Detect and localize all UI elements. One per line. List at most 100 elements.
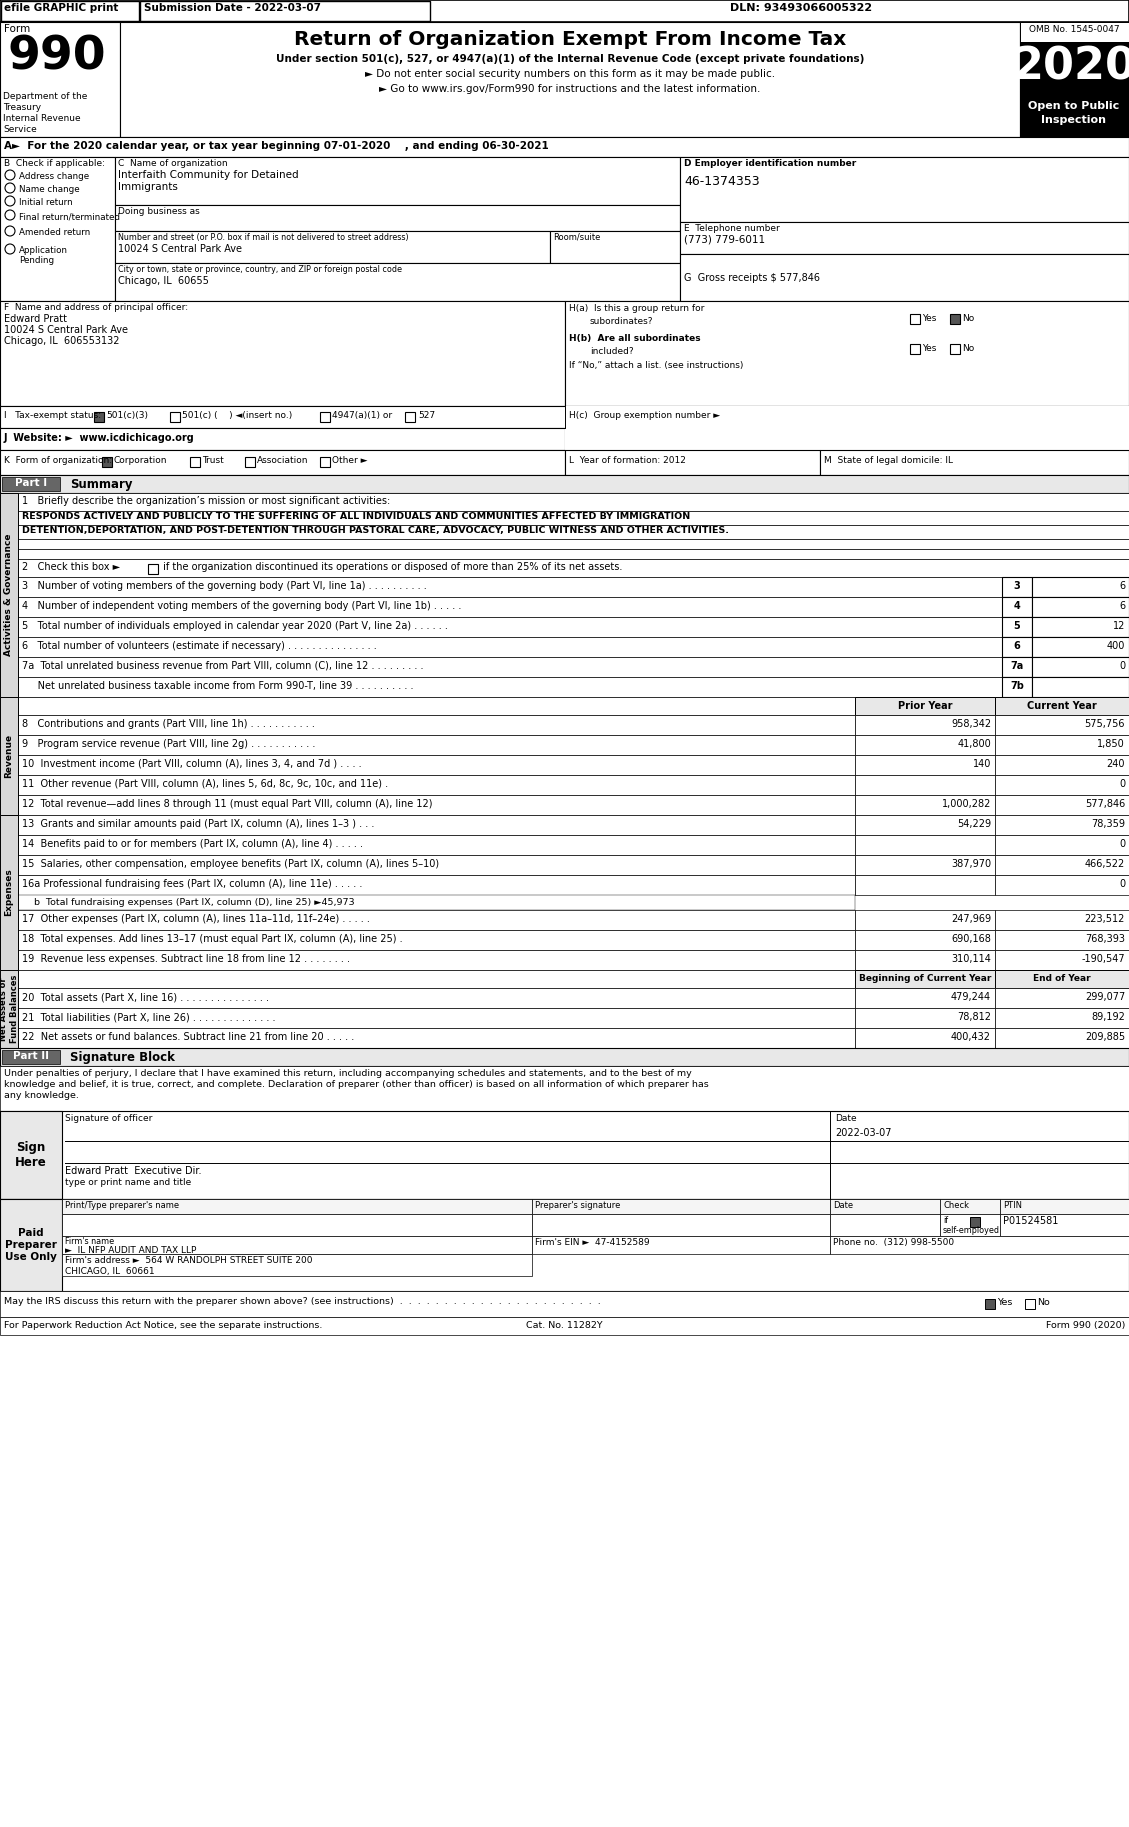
Bar: [18, 539, 1129, 548]
Text: 223,512: 223,512: [1085, 914, 1124, 924]
Text: Signature of officer: Signature of officer: [65, 1114, 152, 1124]
Bar: [245, 457, 255, 468]
Text: Address change: Address change: [19, 172, 89, 181]
Bar: [18, 1029, 855, 1049]
Bar: [855, 930, 995, 950]
Text: Under penalties of perjury, I declare that I have examined this return, includin: Under penalties of perjury, I declare th…: [5, 1069, 692, 1078]
Bar: [995, 696, 1129, 714]
Text: Net Assets or
Fund Balances: Net Assets or Fund Balances: [0, 976, 19, 1043]
Bar: [940, 1213, 1000, 1237]
Text: subordinates?: subordinates?: [590, 318, 654, 325]
Bar: [170, 413, 180, 422]
Bar: [18, 493, 1129, 512]
Text: RESPONDS ACTIVELY AND PUBLICLY TO THE SUFFERING OF ALL INDIVIDUALS AND COMMUNITI: RESPONDS ACTIVELY AND PUBLICLY TO THE SU…: [21, 512, 690, 521]
Bar: [18, 1009, 855, 1029]
Bar: [995, 734, 1129, 755]
Bar: [1, 2, 139, 20]
Circle shape: [5, 245, 15, 254]
Bar: [949, 314, 960, 323]
Text: Prior Year: Prior Year: [898, 702, 952, 711]
Text: K  Form of organization:: K Form of organization:: [5, 457, 112, 466]
Text: Sign
Here: Sign Here: [15, 1142, 47, 1169]
Text: 1   Briefly describe the organization’s mission or most significant activities:: 1 Briefly describe the organization’s mi…: [21, 495, 391, 506]
Bar: [1019, 22, 1129, 42]
Text: ► Go to www.irs.gov/Form990 for instructions and the latest information.: ► Go to www.irs.gov/Form990 for instruct…: [379, 84, 761, 93]
Text: F  Name and address of principal officer:: F Name and address of principal officer:: [5, 303, 189, 312]
Bar: [855, 815, 995, 835]
Bar: [18, 895, 855, 910]
Text: D Employer identification number: D Employer identification number: [684, 159, 856, 168]
Bar: [1019, 93, 1129, 137]
Text: May the IRS discuss this return with the preparer shown above? (see instructions: May the IRS discuss this return with the…: [5, 1297, 601, 1306]
Text: 12  Total revenue—add lines 8 through 11 (must equal Part VIII, column (A), line: 12 Total revenue—add lines 8 through 11 …: [21, 798, 432, 809]
Bar: [0, 1317, 1129, 1336]
Text: Expenses: Expenses: [5, 868, 14, 917]
Text: Department of the: Department of the: [3, 91, 87, 100]
Text: Internal Revenue: Internal Revenue: [3, 113, 80, 122]
Text: 299,077: 299,077: [1085, 992, 1124, 1001]
Text: Submission Date - 2022-03-07: Submission Date - 2022-03-07: [145, 4, 321, 13]
Bar: [855, 970, 995, 988]
Text: M  State of legal domicile: IL: M State of legal domicile: IL: [824, 457, 953, 466]
Bar: [995, 930, 1129, 950]
Bar: [855, 775, 995, 795]
Text: Open to Public: Open to Public: [1029, 100, 1120, 111]
Bar: [995, 1009, 1129, 1029]
Bar: [0, 696, 18, 815]
Text: DLN: 93493066005322: DLN: 93493066005322: [730, 4, 872, 13]
Text: 7a  Total unrelated business revenue from Part VIII, column (C), line 12 . . . .: 7a Total unrelated business revenue from…: [21, 661, 423, 671]
Text: 466,522: 466,522: [1085, 859, 1124, 870]
Text: End of Year: End of Year: [1033, 974, 1091, 983]
Bar: [2, 1051, 60, 1063]
Text: Interfaith Community for Detained: Interfaith Community for Detained: [119, 170, 299, 181]
Bar: [18, 559, 1129, 577]
Text: E  Telephone number: E Telephone number: [684, 225, 780, 234]
Bar: [0, 137, 1129, 157]
Bar: [1000, 1213, 1129, 1237]
Text: 3: 3: [1014, 581, 1021, 590]
Bar: [0, 406, 1129, 428]
Text: 0: 0: [1119, 661, 1124, 671]
Bar: [855, 910, 995, 930]
Text: Firm's address ►  564 W RANDOLPH STREET SUITE 200: Firm's address ► 564 W RANDOLPH STREET S…: [65, 1255, 313, 1264]
Text: No: No: [962, 343, 974, 353]
Text: No: No: [962, 314, 974, 323]
Text: 1,850: 1,850: [1097, 738, 1124, 749]
Bar: [18, 678, 1003, 696]
Bar: [995, 970, 1129, 988]
Bar: [855, 835, 995, 855]
Text: 0: 0: [1119, 839, 1124, 850]
Bar: [18, 795, 855, 815]
Text: 209,885: 209,885: [1085, 1032, 1124, 1041]
Text: 501(c) (    ) ◄(insert no.): 501(c) ( ) ◄(insert no.): [182, 411, 292, 420]
Bar: [0, 1065, 1129, 1111]
Bar: [0, 970, 18, 1049]
Text: 3   Number of voting members of the governing body (Part VI, line 1a) . . . . . : 3 Number of voting members of the govern…: [21, 581, 427, 590]
Text: Under section 501(c), 527, or 4947(a)(1) of the Internal Revenue Code (except pr: Under section 501(c), 527, or 4947(a)(1)…: [275, 55, 864, 64]
Bar: [1003, 597, 1032, 618]
Bar: [102, 457, 112, 468]
Text: Doing business as: Doing business as: [119, 206, 200, 216]
Text: Initial return: Initial return: [19, 197, 72, 206]
Bar: [115, 230, 550, 263]
Text: Cat. No. 11282Y: Cat. No. 11282Y: [526, 1321, 602, 1330]
Text: 10  Investment income (Part VIII, column (A), lines 3, 4, and 7d ) . . . .: 10 Investment income (Part VIII, column …: [21, 758, 361, 769]
Text: Chicago, IL  606553132: Chicago, IL 606553132: [5, 336, 120, 345]
Bar: [115, 157, 680, 205]
Bar: [0, 0, 1129, 22]
Bar: [0, 157, 115, 301]
Text: 2   Check this box ►: 2 Check this box ►: [21, 563, 120, 572]
Bar: [995, 875, 1129, 895]
Bar: [855, 755, 995, 775]
Text: B  Check if applicable:: B Check if applicable:: [5, 159, 105, 168]
Text: Check: Check: [943, 1200, 969, 1209]
Text: Form 990 (2020): Form 990 (2020): [1045, 1321, 1124, 1330]
Bar: [995, 950, 1129, 970]
Bar: [855, 1029, 995, 1049]
Text: 990: 990: [8, 35, 106, 79]
Text: Yes: Yes: [922, 314, 936, 323]
Text: 387,970: 387,970: [951, 859, 991, 870]
Text: Yes: Yes: [922, 343, 936, 353]
Bar: [830, 1199, 940, 1213]
Bar: [532, 1237, 830, 1253]
